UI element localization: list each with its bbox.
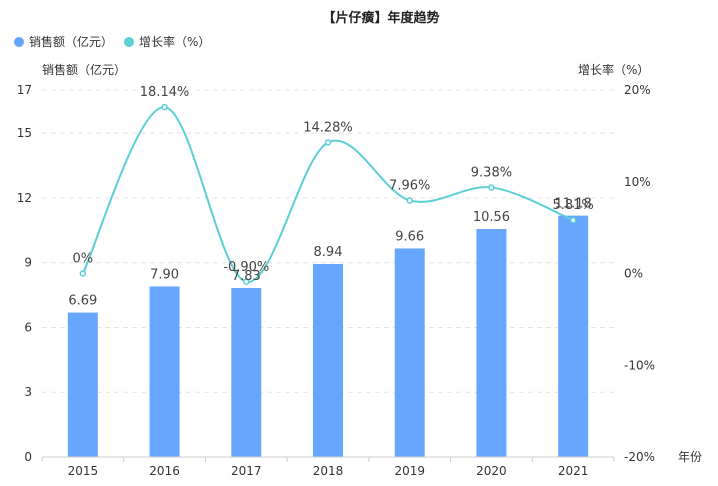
x-tick-label: 2016 (149, 464, 180, 478)
growth-value-label: 14.28% (303, 120, 353, 135)
y-left-tick-label: 9 (24, 256, 32, 270)
legend-label-growth: 增长率（%） (139, 34, 210, 49)
y-right-tick-label: 10% (624, 175, 651, 189)
y-left-tick-label: 17 (17, 83, 32, 97)
growth-point-2017[interactable] (243, 278, 250, 286)
bar-value-label: 9.66 (395, 229, 424, 244)
legend-swatch-growth (124, 37, 134, 47)
legend[interactable]: 销售额（亿元） 增长率（%） (14, 34, 210, 49)
growth-point-2021[interactable] (569, 216, 577, 224)
bar-series (67, 215, 589, 457)
bar-value-label: 11.18 (555, 197, 592, 212)
y-axis-left-title: 销售额（亿元） (42, 62, 126, 77)
bar-2015[interactable] (67, 312, 98, 457)
bar-value-label: 6.69 (68, 294, 97, 309)
data-labels: 6.69 7.90 7.83 8.94 9.66 10.56 11.18 0% 18.14% -0… (68, 85, 593, 309)
y-left-tick-label: 12 (17, 191, 32, 205)
y-right-tick-label: 0% (624, 267, 643, 281)
bar-value-label: 8.94 (314, 245, 343, 260)
y-left-tick-label: 3 (24, 385, 32, 399)
y-left-tick-label: 0 (24, 450, 32, 464)
legend-label-sales: 销售额（亿元） (29, 34, 113, 49)
y-right-tick-label: 20% (624, 83, 651, 97)
y-right-tick-label: -10% (624, 358, 655, 372)
legend-swatch-sales (14, 37, 24, 47)
y-left-tick-label: 6 (24, 320, 32, 334)
growth-value-label: 0% (73, 252, 94, 267)
chart-title: 【片仔癀】年度趋势 (322, 10, 439, 26)
bar-2020[interactable] (476, 229, 507, 457)
x-tick-label: 2018 (313, 464, 344, 478)
growth-value-label: 9.38% (471, 165, 512, 180)
growth-value-label: 18.14% (140, 85, 190, 100)
bar-value-label: 7.90 (150, 267, 179, 282)
x-tick-label: 2021 (558, 464, 589, 478)
growth-value-label: 7.96% (389, 178, 430, 193)
bar-2019[interactable] (394, 248, 425, 457)
y-right-tick-label: -20% (624, 450, 655, 464)
growth-point-2016[interactable] (161, 103, 168, 111)
growth-point-2019[interactable] (406, 197, 413, 204)
bar-value-label: 7.83 (232, 269, 261, 284)
growth-value-label: -0.90% (223, 260, 269, 275)
growth-point-2015[interactable] (79, 270, 87, 277)
axes: 0 3 6 9 12 15 17 -20% -10% 0% 10% 20% 2015 2016 2017 20… (17, 83, 655, 478)
x-tick-label: 2015 (68, 464, 99, 478)
x-tick-label: 2019 (394, 464, 425, 478)
bar-value-label: 10.56 (473, 210, 510, 225)
growth-point-2018[interactable] (324, 139, 332, 146)
growth-line (81, 106, 574, 283)
line-series (79, 103, 577, 286)
x-tick-label: 2017 (231, 464, 262, 478)
bar-2016[interactable] (149, 286, 180, 457)
bar-2018[interactable] (313, 264, 343, 457)
bar-2017[interactable] (231, 287, 262, 457)
growth-point-2020[interactable] (488, 184, 495, 191)
x-axis-title: 年份 (678, 450, 702, 464)
x-tick-label: 2020 (476, 464, 507, 478)
y-axis-right-title: 增长率（%） (578, 62, 649, 77)
y-left-tick-label: 15 (17, 126, 32, 140)
bar-2021[interactable] (558, 215, 589, 457)
growth-value-label: 5.81% (552, 198, 593, 213)
